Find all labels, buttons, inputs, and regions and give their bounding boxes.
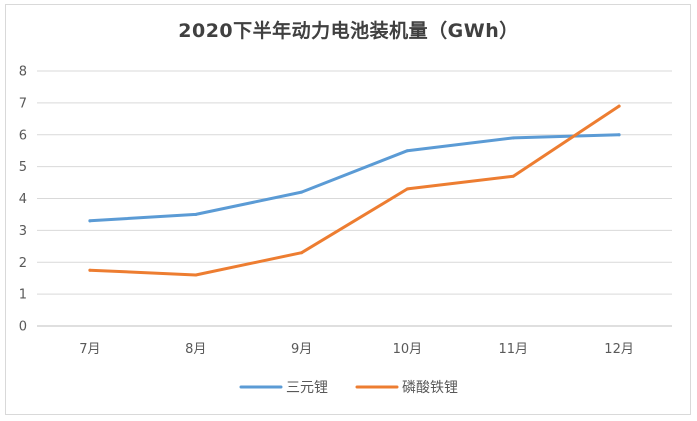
- data-point: [511, 136, 515, 140]
- data-point: [300, 251, 304, 255]
- y-tick-label: 5: [19, 160, 27, 175]
- x-tick-label: 8月: [185, 342, 206, 357]
- x-tick-label: 11月: [498, 342, 528, 357]
- data-point: [511, 174, 515, 178]
- chart-title: 2020下半年动力电池装机量（GWh）: [178, 20, 519, 42]
- y-tick-label: 7: [19, 96, 27, 111]
- data-point: [88, 219, 92, 223]
- y-tick-label: 0: [19, 320, 27, 335]
- legend-label: 三元锂: [286, 380, 328, 396]
- y-tick-label: 3: [19, 224, 27, 239]
- gridlines: [37, 70, 672, 327]
- x-tick-label: 9月: [291, 342, 312, 357]
- y-axis-ticks: 0 1 2 3 4 5 6 7 8: [19, 65, 27, 335]
- data-point: [194, 273, 198, 277]
- x-tick-label: 10月: [393, 342, 423, 357]
- x-axis-ticks: 7月 8月 9月 10月 11月 12月: [79, 342, 634, 357]
- data-point: [617, 104, 621, 108]
- x-tick-label: 7月: [79, 342, 100, 357]
- data-point: [405, 149, 409, 153]
- y-tick-label: 1: [19, 288, 27, 303]
- y-tick-label: 2: [19, 256, 27, 271]
- y-tick-label: 6: [19, 128, 27, 143]
- data-point: [405, 187, 409, 191]
- x-tick-label: 12月: [604, 342, 634, 357]
- data-point: [617, 133, 621, 137]
- legend-label: 磷酸铁锂: [402, 380, 458, 396]
- series-line-1: [88, 133, 621, 223]
- chart-area: [5, 4, 691, 415]
- data-point: [88, 268, 92, 272]
- data-point: [194, 212, 198, 216]
- legend: 三元锂 磷酸铁锂: [239, 380, 458, 396]
- data-point: [300, 190, 304, 194]
- y-tick-label: 8: [19, 65, 27, 80]
- series-line-2: [88, 104, 621, 277]
- y-tick-label: 4: [19, 192, 27, 207]
- series-lines: [88, 104, 621, 277]
